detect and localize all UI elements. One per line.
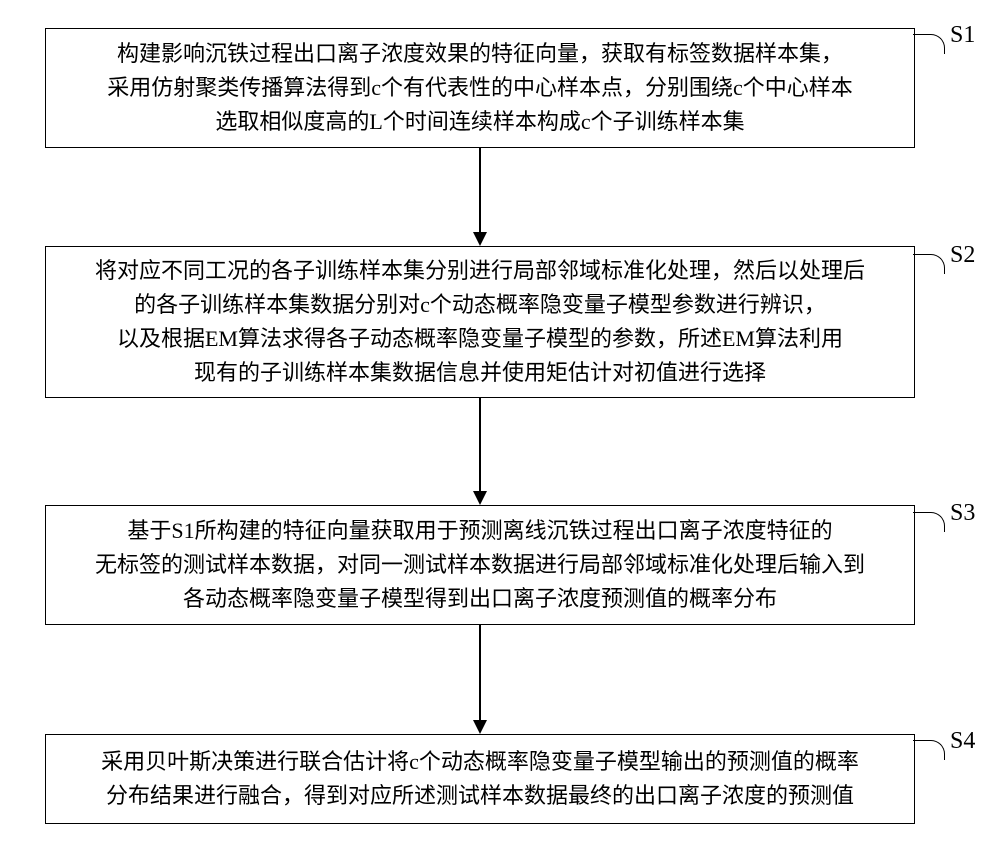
arrow-line xyxy=(479,625,481,720)
label-connector xyxy=(913,740,945,760)
step-label-s1: S1 xyxy=(950,22,975,49)
step-text: 采用贝叶斯决策进行联合估计将c个动态概率隐变量子模型输出的预测值的概率 分布结果… xyxy=(101,745,859,813)
step-label-s2: S2 xyxy=(950,242,975,269)
step-text: 基于S1所构建的特征向量获取用于预测离线沉铁过程出口离子浓度特征的 无标签的测试… xyxy=(95,514,865,616)
step-label-s4: S4 xyxy=(950,728,975,755)
flowchart-step-s3: 基于S1所构建的特征向量获取用于预测离线沉铁过程出口离子浓度特征的 无标签的测试… xyxy=(45,505,915,625)
arrow-line xyxy=(479,148,481,232)
label-connector xyxy=(913,34,945,54)
arrow-line xyxy=(479,398,481,491)
arrow-down-icon xyxy=(473,232,487,246)
arrow-down-icon xyxy=(473,491,487,505)
label-connector xyxy=(913,254,945,274)
step-label-s3: S3 xyxy=(950,500,975,527)
step-text: 将对应不同工况的各子训练样本集分别进行局部邻域标准化处理，然后以处理后 的各子训… xyxy=(95,254,865,390)
flowchart-step-s2: 将对应不同工况的各子训练样本集分别进行局部邻域标准化处理，然后以处理后 的各子训… xyxy=(45,246,915,398)
label-connector xyxy=(913,512,945,532)
flowchart-step-s1: 构建影响沉铁过程出口离子浓度效果的特征向量，获取有标签数据样本集， 采用仿射聚类… xyxy=(45,28,915,148)
arrow-down-icon xyxy=(473,720,487,734)
step-text: 构建影响沉铁过程出口离子浓度效果的特征向量，获取有标签数据样本集， 采用仿射聚类… xyxy=(107,37,853,139)
flowchart-step-s4: 采用贝叶斯决策进行联合估计将c个动态概率隐变量子模型输出的预测值的概率 分布结果… xyxy=(45,734,915,824)
